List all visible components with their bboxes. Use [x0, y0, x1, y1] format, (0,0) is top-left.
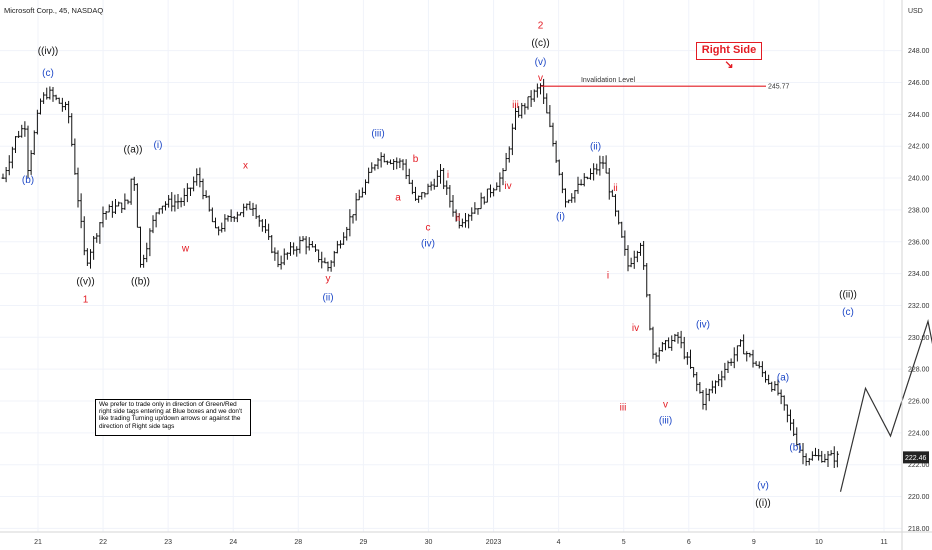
wave-label: (c) [842, 307, 854, 318]
x-tick-label: 11 [880, 539, 887, 546]
x-tick-label: 29 [359, 539, 367, 546]
wave-label: (iv) [696, 320, 710, 331]
trading-note: We prefer to trade only in direction of … [95, 399, 251, 436]
wave-label: w [181, 243, 190, 254]
wave-label: iv [632, 323, 639, 334]
projection-line [839, 319, 932, 492]
wave-label: ((b)) [131, 277, 150, 288]
wave-label: iii [512, 100, 519, 111]
wave-label: iii [620, 403, 627, 414]
y-tick-label: 246.00 [908, 80, 930, 87]
y-tick-label: 222.00 [908, 462, 930, 469]
y-tick-label: 242.00 [908, 144, 930, 151]
wave-label: 2 [538, 20, 544, 31]
wave-label: (b) [789, 442, 801, 453]
ohlc-bars [1, 78, 839, 469]
trading-note-text: We prefer to trade only in direction of … [99, 401, 242, 430]
chart-title: Microsoft Corp., 45, NASDAQ [4, 6, 103, 15]
y-tick-label: 224.00 [908, 430, 930, 437]
wave-label: ((iv)) [38, 46, 59, 57]
wave-label: x [243, 160, 248, 171]
invalidation-label: Invalidation Level [581, 77, 636, 84]
projection-path [839, 319, 932, 492]
y-tick-label: 218.00 [908, 526, 930, 533]
right-side-label: Right Side [701, 44, 757, 56]
y-tick-label: 228.00 [908, 367, 930, 374]
wave-label: (b) [22, 175, 34, 186]
wave-label: (iii) [659, 415, 672, 426]
wave-label: v [538, 73, 543, 84]
currency-label: USD [908, 8, 923, 15]
wave-label: b [413, 154, 419, 165]
x-tick-label: 9 [752, 539, 756, 546]
x-tick-label: 5 [622, 539, 626, 546]
wave-label: i [607, 270, 609, 281]
arrow-down-right-icon: ↘ [724, 59, 734, 71]
y-tick-label: 226.00 [908, 399, 930, 406]
wave-label: ((a)) [124, 145, 143, 156]
wave-label: (c) [42, 68, 54, 79]
wave-label: ii [456, 213, 460, 224]
wave-label: ((i)) [755, 498, 771, 509]
x-tick-label: 10 [815, 539, 823, 546]
wave-label: 1 [83, 294, 89, 305]
wave-label: (i) [154, 140, 163, 151]
wave-label: ((c)) [531, 38, 549, 49]
wave-label: y [326, 274, 331, 285]
y-tick-label: 230.00 [908, 335, 930, 342]
wave-label: (ii) [322, 293, 333, 304]
wave-label: a [395, 192, 401, 203]
x-tick-label: 21 [34, 539, 42, 546]
price-axis[interactable]: 218.00 220.00 222.00 224.00 226.00 228.00 230.… [901, 0, 930, 550]
right-side-tag: Right Side ↘ [696, 42, 762, 71]
wave-label: c [426, 223, 431, 234]
wave-label: ((ii)) [839, 289, 857, 300]
wave-label: i [447, 170, 449, 181]
last-price-label: 222.46 [905, 455, 927, 462]
wave-label: (v) [535, 57, 547, 68]
y-tick-label: 244.00 [908, 112, 930, 119]
y-tick-label: 236.00 [908, 239, 930, 246]
wave-label: ((v)) [76, 277, 94, 288]
x-tick-label: 4 [557, 539, 561, 546]
x-tick-label: 23 [164, 539, 172, 546]
y-tick-label: 234.00 [908, 271, 930, 278]
x-tick-label: 24 [229, 539, 237, 546]
y-tick-label: 248.00 [908, 48, 930, 55]
x-tick-label: 30 [425, 539, 433, 546]
wave-label: (iii) [371, 129, 384, 140]
invalidation-level: Invalidation Level 245.77 [540, 77, 790, 91]
invalidation-price: 245.77 [768, 84, 790, 91]
wave-label: ii [613, 183, 617, 194]
y-tick-label: 220.00 [908, 494, 930, 501]
wave-label: (iv) [421, 239, 435, 250]
time-axis[interactable]: 21 22 23 24 28 29 30 2023 4 5 6 9 10 11 [0, 531, 932, 546]
last-price-badge [903, 451, 929, 464]
wave-label: (a) [777, 372, 789, 383]
x-tick-label: 2023 [486, 539, 502, 546]
y-tick-label: 232.00 [908, 303, 930, 310]
x-tick-label: 22 [99, 539, 107, 546]
wave-label: v [663, 399, 668, 410]
wave-label: (v) [757, 481, 769, 492]
wave-label: (ii) [590, 141, 601, 152]
wave-label: (i) [556, 211, 565, 222]
wave-labels: ((iv)) (c) (b) ((v)) 1 ((a)) ((b)) (i) w x y (ii) (i… [22, 20, 857, 509]
x-tick-label: 6 [687, 539, 691, 546]
x-tick-label: 28 [294, 539, 302, 546]
wave-label: iv [504, 181, 511, 192]
y-tick-label: 240.00 [908, 176, 930, 183]
y-tick-label: 238.00 [908, 207, 930, 214]
